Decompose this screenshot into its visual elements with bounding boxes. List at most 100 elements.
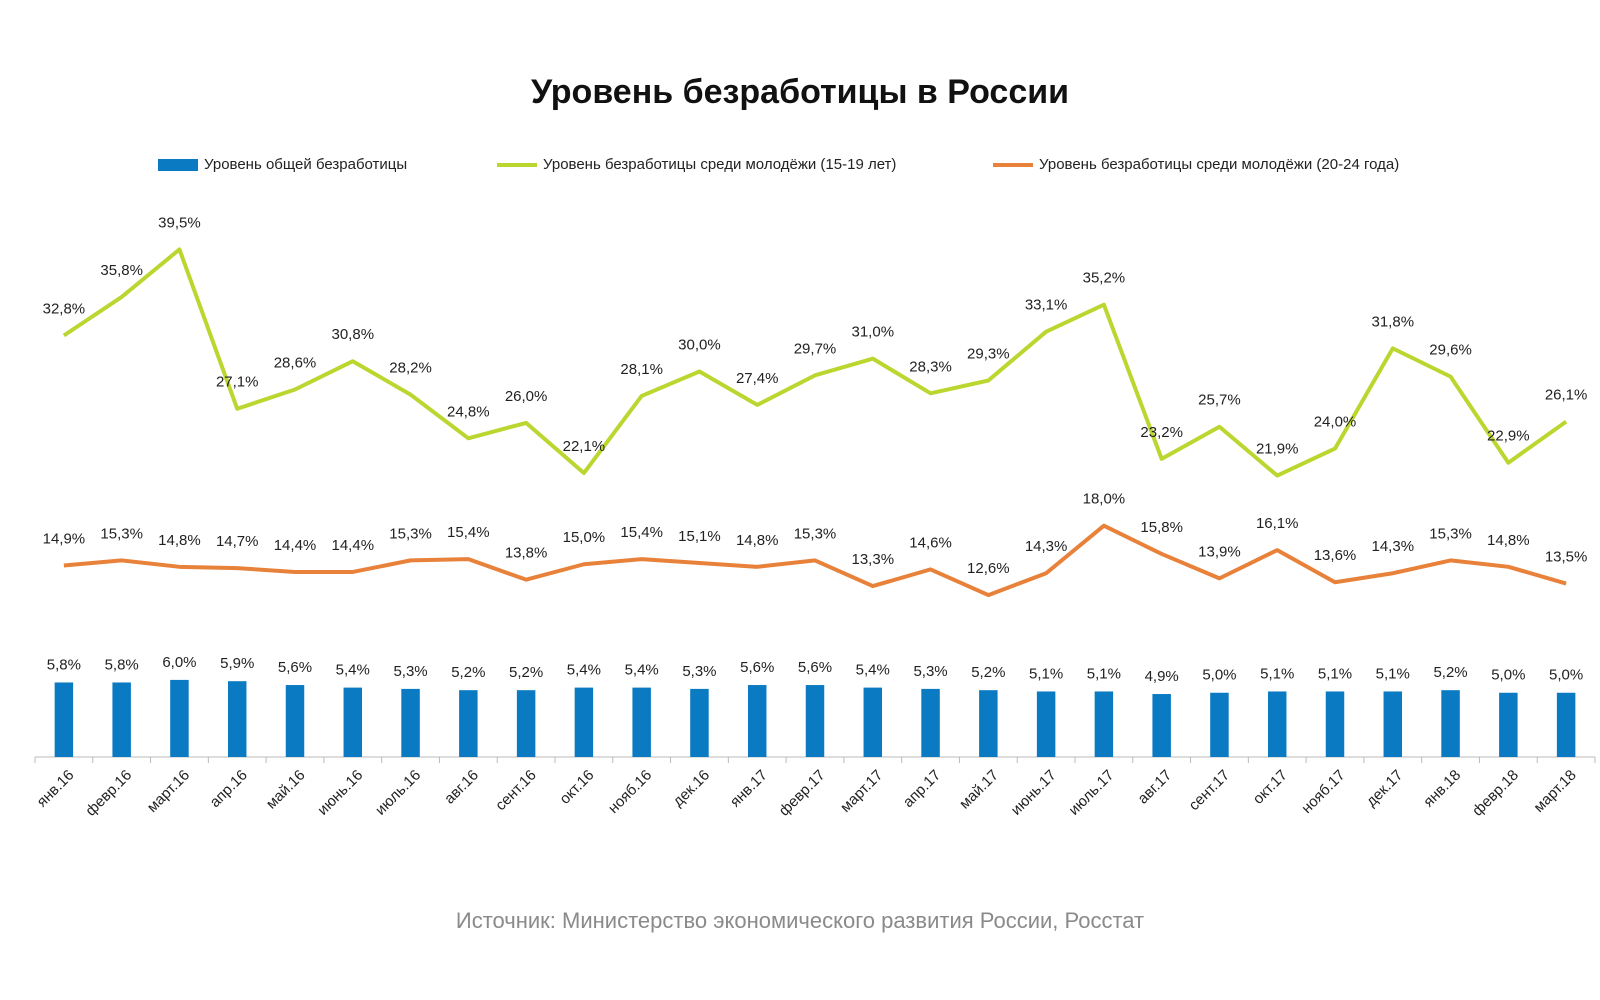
- legend-swatch: [158, 159, 198, 171]
- data-label: 28,2%: [389, 360, 432, 377]
- x-tick-label: апр.17: [900, 767, 944, 811]
- data-label: 14,3%: [1025, 538, 1068, 555]
- bar: [574, 687, 594, 757]
- x-tick-label: янв.18: [1420, 767, 1464, 811]
- data-label: 13,9%: [1198, 543, 1241, 560]
- data-label: 5,6%: [740, 659, 774, 676]
- data-label: 13,8%: [505, 545, 548, 562]
- x-tick-label: авг.17: [1134, 767, 1175, 808]
- x-tick-label: февр.18: [1469, 767, 1522, 820]
- data-label: 29,7%: [794, 340, 837, 357]
- data-label: 14,4%: [332, 537, 375, 554]
- data-label: 5,8%: [105, 656, 139, 673]
- bar: [1383, 691, 1403, 757]
- legend-label: Уровень общей безработицы: [204, 156, 407, 173]
- data-label: 5,3%: [682, 663, 716, 680]
- x-tick-label: июнь.16: [314, 767, 366, 819]
- x-tick-label: дек.17: [1363, 767, 1406, 810]
- data-label: 22,1%: [563, 438, 606, 455]
- data-label: 5,2%: [971, 664, 1005, 681]
- data-label: 31,0%: [852, 324, 895, 341]
- data-label: 15,4%: [620, 524, 663, 541]
- data-label: 5,4%: [567, 662, 601, 679]
- data-label: 22,9%: [1487, 428, 1530, 445]
- data-label: 14,8%: [736, 532, 779, 549]
- data-label: 5,4%: [856, 662, 890, 679]
- bar: [805, 685, 825, 757]
- x-tick-label: нояб.16: [605, 767, 655, 817]
- data-label: 14,6%: [909, 534, 952, 551]
- data-label: 15,3%: [1429, 525, 1472, 542]
- data-label: 39,5%: [158, 214, 201, 231]
- data-label: 5,2%: [509, 664, 543, 681]
- data-label: 30,8%: [332, 326, 375, 343]
- data-label: 33,1%: [1025, 297, 1068, 314]
- x-tick-label: апр.16: [207, 767, 251, 811]
- data-label: 5,2%: [1433, 664, 1467, 681]
- data-label: 30,0%: [678, 336, 721, 353]
- data-label: 13,6%: [1314, 547, 1357, 564]
- data-label: 5,3%: [913, 663, 947, 680]
- data-label: 14,8%: [1487, 532, 1530, 549]
- x-tick-label: дек.16: [670, 767, 713, 810]
- x-tick-label: февр.17: [776, 767, 829, 820]
- x-tick-label: март.16: [144, 767, 193, 816]
- x-tick-label: июнь.17: [1008, 767, 1060, 819]
- bar: [459, 690, 478, 757]
- bar: [1036, 691, 1056, 757]
- data-label: 14,3%: [1372, 538, 1415, 555]
- data-label: 6,0%: [162, 654, 196, 671]
- bar: [863, 687, 883, 757]
- data-label: 18,0%: [1083, 491, 1126, 508]
- data-label: 5,6%: [278, 659, 312, 676]
- data-label: 5,0%: [1202, 667, 1236, 684]
- chart-title: Уровень безработицы в России: [531, 73, 1069, 111]
- bar: [921, 688, 940, 757]
- x-tick-label: янв.16: [34, 767, 78, 811]
- x-tick-label: нояб.17: [1298, 767, 1348, 817]
- data-label: 5,1%: [1260, 665, 1294, 682]
- x-tick-label: авг.16: [441, 767, 482, 808]
- data-label: 32,8%: [43, 300, 86, 317]
- data-label: 14,8%: [158, 532, 201, 549]
- data-label: 23,2%: [1140, 424, 1183, 441]
- data-label: 27,4%: [736, 370, 779, 387]
- bar: [516, 690, 536, 757]
- bar: [285, 685, 305, 757]
- data-label: 15,1%: [678, 528, 721, 545]
- bar: [343, 687, 363, 757]
- data-label: 15,8%: [1140, 519, 1183, 536]
- bar: [1094, 691, 1114, 757]
- data-label: 26,0%: [505, 388, 548, 405]
- data-label: 24,8%: [447, 403, 490, 420]
- bar: [690, 688, 709, 757]
- bar: [227, 681, 247, 757]
- bar: [1499, 692, 1518, 757]
- bar: [54, 682, 74, 757]
- data-label: 5,8%: [47, 656, 81, 673]
- legend-label: Уровень безработицы среди молодёжи (15-1…: [543, 156, 896, 173]
- data-label: 5,6%: [798, 659, 832, 676]
- data-label: 5,4%: [625, 662, 659, 679]
- data-label: 5,1%: [1029, 665, 1063, 682]
- bar: [747, 685, 767, 757]
- data-label: 13,3%: [852, 551, 895, 568]
- line: [63, 523, 1567, 598]
- source: Источник: Министерство экономического ра…: [456, 908, 1144, 933]
- legend-label: Уровень безработицы среди молодёжи (20-2…: [1039, 156, 1399, 173]
- data-label: 35,2%: [1083, 270, 1126, 287]
- x-tick-label: окт.16: [556, 767, 597, 808]
- x-tick-label: июль.16: [372, 767, 424, 819]
- bar: [1441, 690, 1460, 757]
- data-label: 4,9%: [1145, 668, 1179, 685]
- x-tick-label: май.16: [263, 767, 309, 813]
- data-label: 5,3%: [393, 663, 427, 680]
- data-label: 24,0%: [1314, 414, 1357, 431]
- data-label: 5,0%: [1549, 667, 1583, 684]
- data-label: 5,1%: [1376, 665, 1410, 682]
- data-label: 5,4%: [336, 662, 370, 679]
- x-tick-label: сент.17: [1186, 767, 1234, 815]
- bar: [112, 682, 131, 757]
- data-label: 14,4%: [274, 537, 317, 554]
